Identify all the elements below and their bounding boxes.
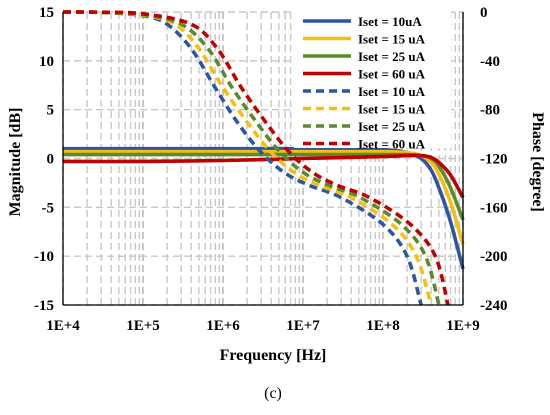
y-left-tick-label: 10: [39, 54, 54, 70]
x-tick-label: 1E+6: [206, 318, 240, 334]
y-left-tick-label: -10: [34, 249, 54, 265]
legend: Iset = 10uA Iset = 15 uA Iset = 25 uA Iset …: [294, 11, 451, 152]
axes: 1E+4 1E+5 1E+6 1E+7 1E+8 1E+9 15 10 5 0 -5 -10 -15 0 -…: [34, 5, 508, 334]
x-tick-label: 1E+8: [366, 318, 400, 334]
legend-label: Iset = 15 uA: [358, 102, 426, 117]
y-right-tick-label: -200: [480, 249, 508, 265]
plot-series: [62, 10, 465, 306]
legend-label: Iset = 60 uA: [358, 67, 426, 82]
y-axis-left-title: Magnitude [dB]: [7, 108, 24, 217]
x-tick-label: 1E+9: [446, 318, 480, 334]
figure-caption: (c): [264, 385, 282, 402]
x-axis-title: Frequency [Hz]: [220, 347, 327, 364]
legend-label: Iset = 15 uA: [358, 32, 426, 47]
legend-label: Iset = 10 uA: [358, 84, 426, 99]
legend-label: Iset = 60 uA: [358, 137, 426, 152]
series-line: [62, 153, 465, 199]
y-right-tick-label: -160: [480, 200, 508, 216]
series-line: [63, 152, 465, 221]
y-left-tick-label: 0: [47, 152, 55, 168]
y-right-tick-label: -80: [480, 103, 500, 119]
x-tick-label: 1E+7: [286, 318, 320, 334]
y-right-tick-label: -120: [480, 152, 508, 168]
series-line: [62, 10, 450, 306]
series-line: [63, 149, 465, 245]
legend-label: Iset = 25 uA: [358, 49, 426, 64]
y-left-tick-label: -5: [42, 200, 55, 216]
legend-label: Iset = 25 uA: [358, 119, 426, 134]
y-right-tick-label: -40: [480, 54, 500, 70]
y-right-tick-label: 0: [480, 5, 488, 21]
y-left-tick-label: -15: [34, 298, 54, 314]
y-left-tick-label: 15: [39, 5, 54, 21]
x-tick-label: 1E+5: [126, 318, 160, 334]
legend-label: Iset = 10uA: [358, 14, 422, 29]
y-left-tick-label: 5: [47, 103, 55, 119]
y-axis-right-title: Phase [degree]: [529, 112, 546, 212]
x-tick-label: 1E+4: [46, 318, 80, 334]
y-right-tick-label: -240: [480, 298, 508, 314]
